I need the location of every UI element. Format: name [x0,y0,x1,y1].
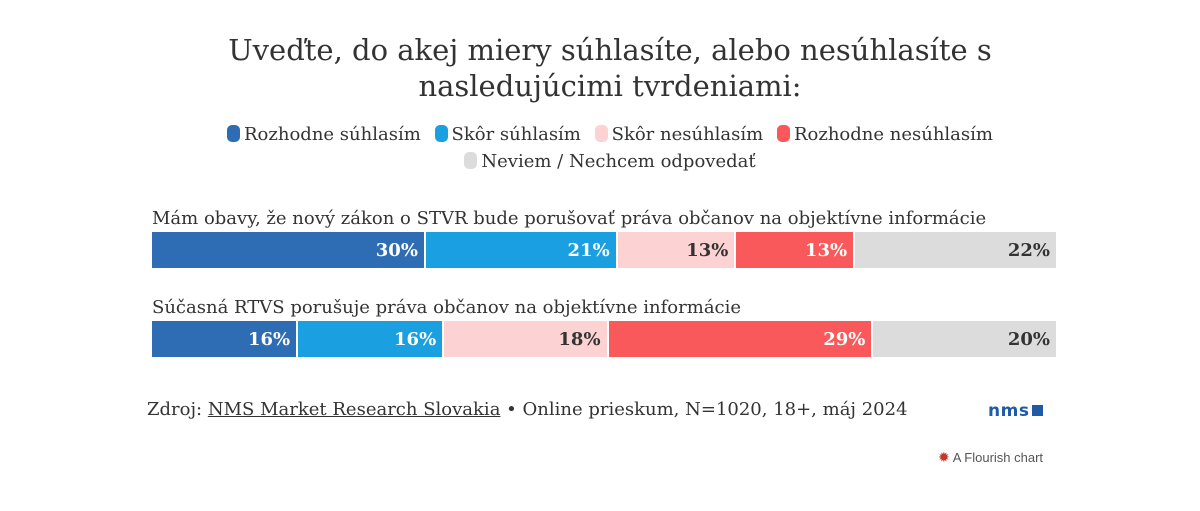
legend-label: Rozhodne súhlasím [244,124,421,145]
legend-label: Skôr súhlasím [451,124,581,145]
logo-text: nms [988,401,1030,421]
bar-label-row-2: Súčasná RTVS porušuje práva občanov na o… [152,297,742,318]
legend-label: Rozhodne nesúhlasím [793,124,993,145]
bar-segment-5[interactable]: 20% [873,321,1056,357]
bar-segment-1[interactable]: 16% [152,321,299,357]
bar-value-label: 21% [567,239,610,261]
flourish-label: A Flourish chart [952,450,1044,465]
legend-swatch [594,125,608,142]
stacked-bar-row-2: 16% 16% 18% 29% 20% [152,321,1056,357]
legend-label: Skôr nesúhlasím [611,124,764,145]
flourish-icon: ✹ [938,449,950,465]
bar-value-label: 30% [375,239,418,261]
bar-segment-3[interactable]: 18% [444,321,609,357]
bar-segment-4[interactable]: 29% [608,321,874,357]
logo-square-icon [1032,405,1044,416]
legend-swatch [227,125,240,142]
bar-segment-2[interactable]: 16% [298,321,445,357]
bar-value-label: 22% [1007,239,1050,261]
source-prefix: Zdroj: [147,399,203,420]
source-link[interactable]: NMS Market Research Slovakia [207,399,501,420]
bar-label-row-1: Mám obavy, že nový zákon o STVR bude por… [152,208,987,229]
legend-swatch [434,125,448,142]
bar-value-label: 13% [686,239,729,261]
bar-value-label: 16% [247,328,291,350]
chart-title: Uveďte, do akej miery súhlasíte, alebo n… [228,33,992,103]
flourish-credit[interactable]: ✹ A Flourish chart [938,449,1043,466]
bar-value-label: 29% [823,328,866,350]
legend-item-skor-suhlasim[interactable]: Skôr súhlasím [434,121,581,148]
bar-value-label: 18% [558,328,601,350]
bar-value-label: 20% [1007,328,1050,350]
legend-swatch [464,152,478,169]
legend-item-neviem[interactable]: Neviem / Nechcem odpovedať [464,148,756,175]
source-note: Zdroj: NMS Market Research Slovakia • On… [147,399,908,420]
bar-segment-2[interactable]: 21% [425,232,618,268]
legend-swatch [776,125,790,142]
legend-item-rozhodne-suhlasim[interactable]: Rozhodne súhlasím [227,121,421,148]
stacked-bar-row-1: 30% 21% 13% 13% 22% [152,232,1056,268]
bar-segment-1[interactable]: 30% [152,232,426,268]
bar-segment-4[interactable]: 13% [736,232,856,268]
legend-item-skor-nesuhlasim[interactable]: Skôr nesúhlasím [594,121,764,148]
bar-value-label: 13% [804,239,848,261]
legend-label: Neviem / Nechcem odpovedať [481,151,756,172]
legend: Rozhodne súhlasím Skôr súhlasím Skôr nes… [190,121,1030,175]
legend-item-rozhodne-nesuhlasim[interactable]: Rozhodne nesúhlasím [776,121,993,148]
source-suffix: • Online prieskum, N=1020, 18+, máj 2024 [506,399,908,420]
bar-segment-3[interactable]: 13% [617,232,737,268]
bar-value-label: 16% [394,328,437,350]
bar-segment-5[interactable]: 22% [855,232,1056,268]
nms-logo: nms [988,401,1044,421]
